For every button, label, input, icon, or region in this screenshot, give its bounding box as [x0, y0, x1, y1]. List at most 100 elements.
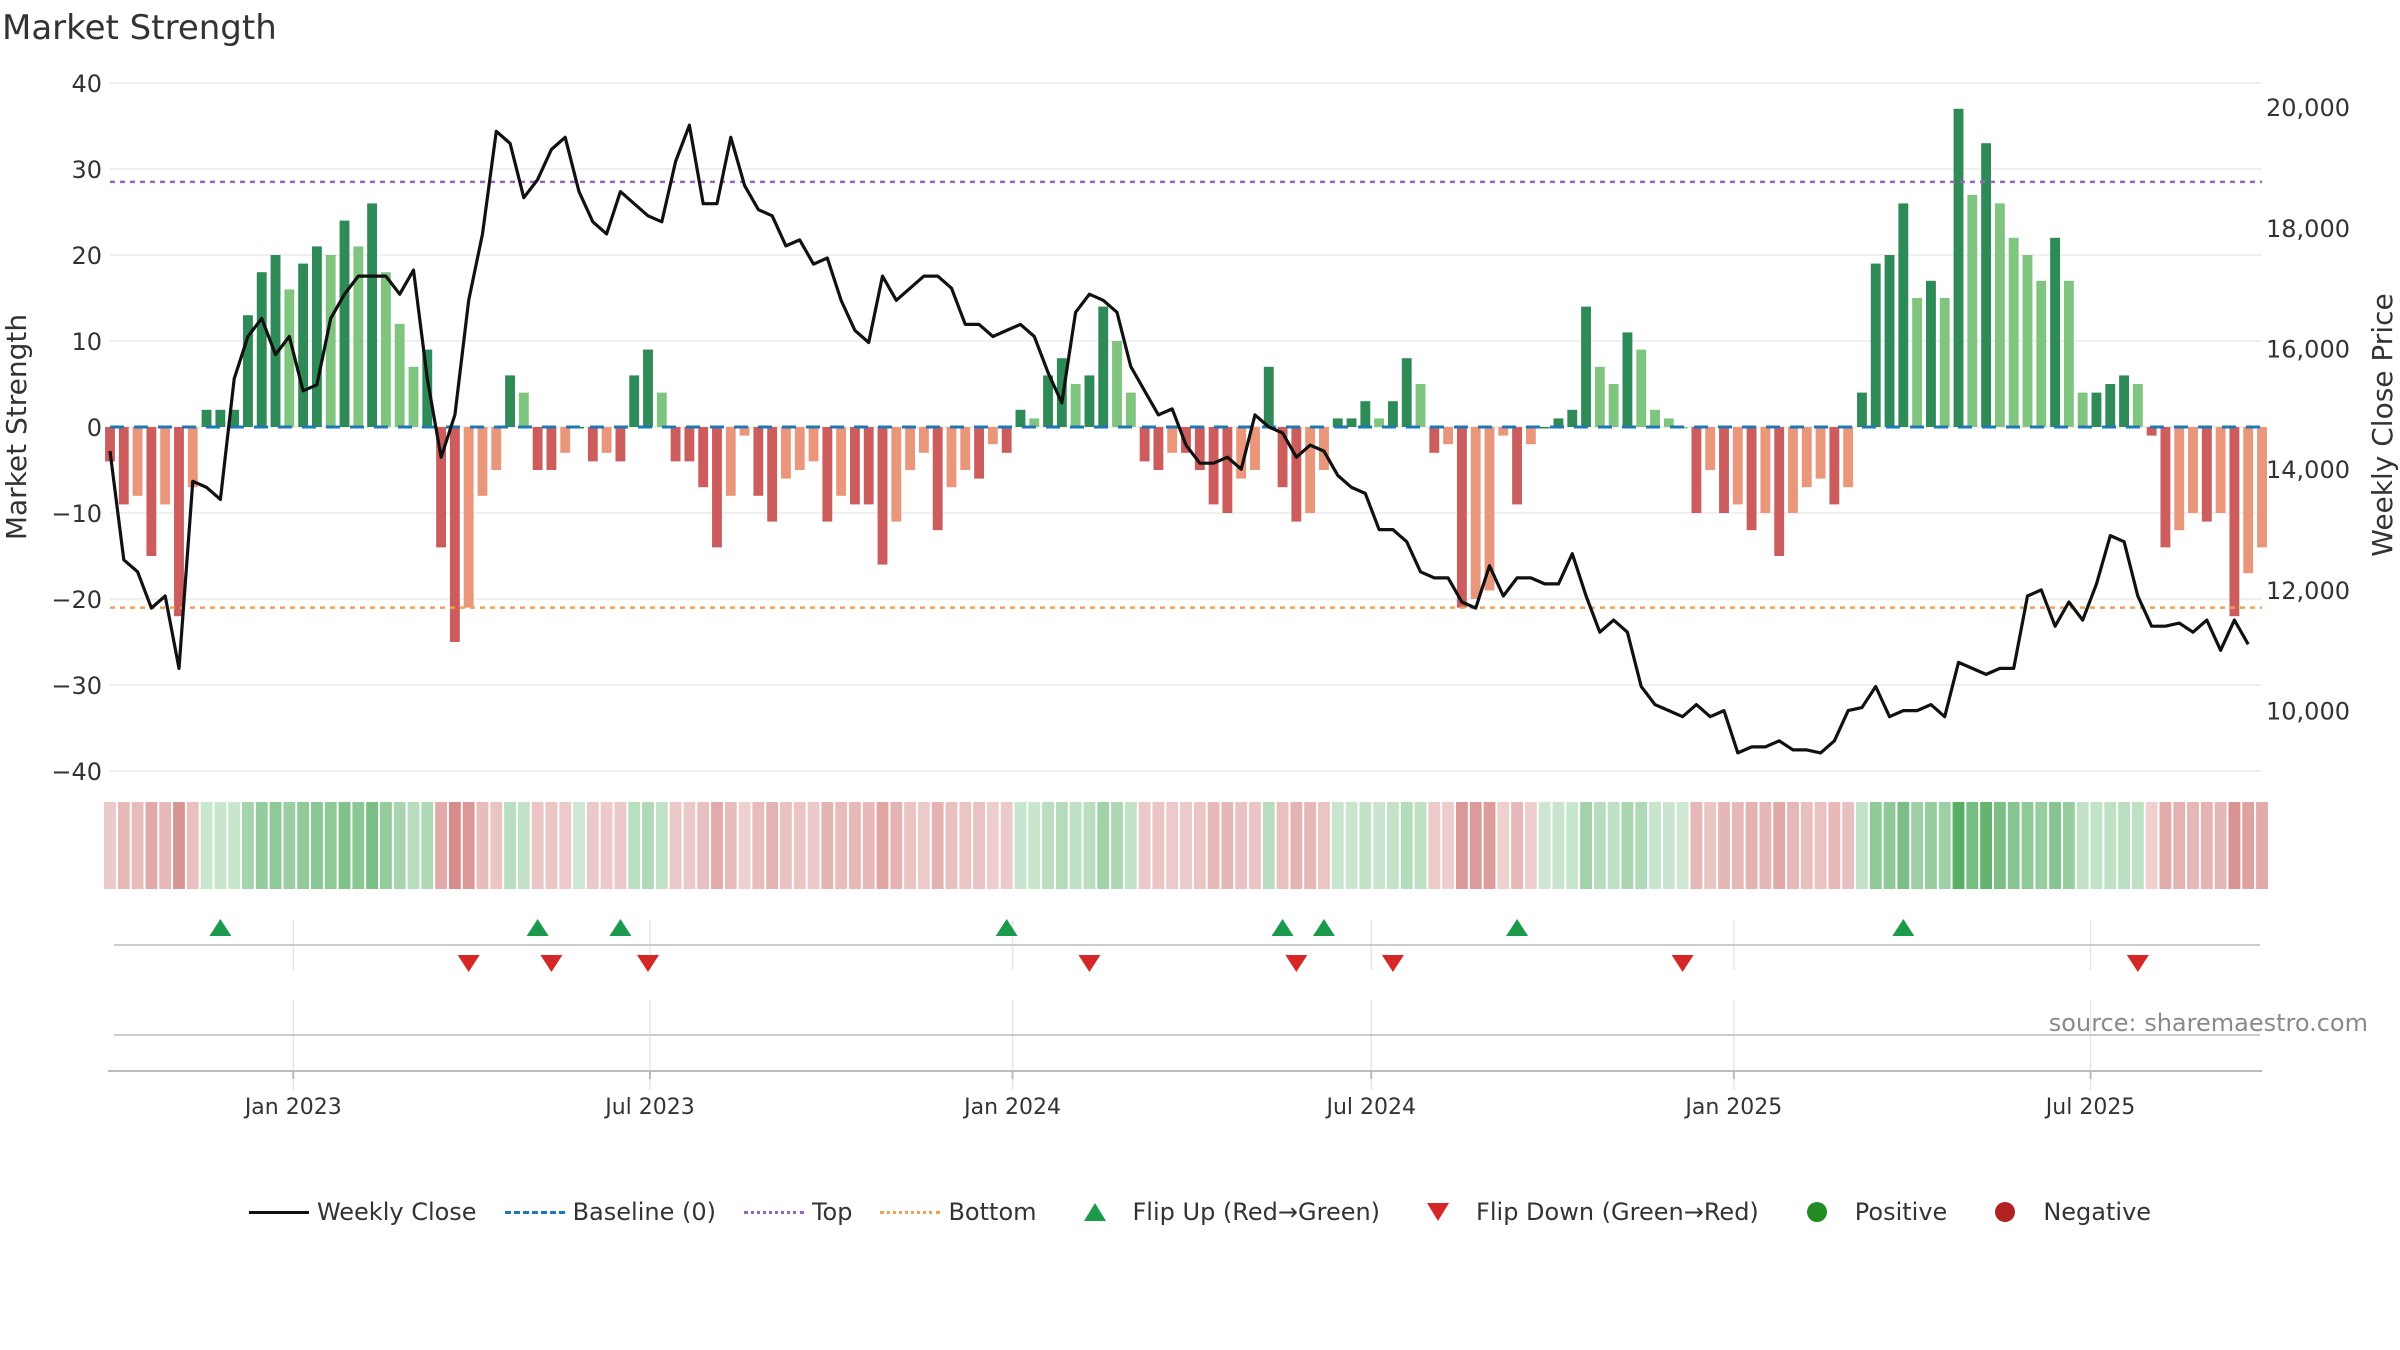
strength-bar: [1732, 427, 1743, 505]
strength-band-cell: [862, 802, 875, 889]
strength-band-cell: [1566, 802, 1579, 889]
strength-band-cell: [545, 802, 558, 889]
strength-bar: [1470, 427, 1481, 599]
strength-bar: [2174, 427, 2185, 531]
strength-bar: [1277, 427, 1288, 488]
strength-band-cell: [1842, 802, 1855, 889]
x-tick-label: Jan 2024: [962, 1095, 1061, 1120]
strength-band-cell: [2049, 802, 2062, 889]
strength-bar: [1622, 332, 1633, 427]
strength-bar: [987, 427, 998, 445]
y-tick-label: −30: [51, 672, 102, 700]
y-axis-title: Market Strength: [0, 314, 33, 540]
strength-bar: [2077, 392, 2088, 427]
strength-band-cell: [1552, 802, 1565, 889]
strength-bar: [1553, 418, 1564, 427]
strength-bar: [1029, 418, 1040, 427]
strength-band-cell: [1331, 802, 1344, 889]
strength-band-cell: [697, 802, 710, 889]
strength-bar: [615, 427, 626, 462]
gridlines: [108, 82, 2262, 1090]
strength-bar: [684, 427, 695, 462]
strength-band-cell: [242, 802, 254, 889]
strength-bar: [1981, 143, 1992, 427]
strength-band-cell: [2035, 802, 2048, 889]
strength-bar: [822, 427, 833, 522]
strength-band-cell: [1166, 802, 1179, 889]
strength-bar: [587, 427, 598, 462]
strength-bar: [2022, 255, 2033, 427]
strength-bar: [1429, 427, 1440, 453]
legend-baseline: Baseline (0): [504, 1198, 716, 1226]
strength-band-cell: [2187, 802, 2199, 889]
strength-bar: [463, 427, 474, 608]
strength-bar: [1346, 418, 1357, 427]
strength-band-cell: [476, 802, 489, 889]
axes: 40 30 20 10 0 −10 −20 −30 −40 20,000 18,000 16,000 1…: [0, 70, 2399, 1120]
strength-band-cell: [807, 802, 820, 889]
strength-bar: [670, 427, 681, 462]
legend-weekly-close: Weekly Close: [248, 1198, 477, 1226]
strength-bar: [118, 427, 129, 505]
strength-band-cell: [738, 802, 751, 889]
strength-band-cell: [2076, 802, 2089, 889]
strength-band-cell: [1097, 802, 1110, 889]
strength-band-cell: [421, 802, 434, 889]
strength-bar: [739, 427, 750, 436]
strength-band-cell: [1249, 802, 1261, 889]
strength-bar: [298, 263, 309, 427]
strength-band-cell: [1345, 802, 1358, 889]
strength-band-cell: [600, 802, 613, 889]
strength-band-cell: [283, 802, 296, 889]
legend-label: Weekly Close: [316, 1198, 477, 1226]
strength-band-cell: [1318, 802, 1330, 889]
strength-band-cell: [2090, 802, 2103, 889]
strength-band-cell: [1952, 802, 1965, 889]
strength-bar: [243, 315, 253, 427]
strength-bar: [960, 427, 971, 470]
strength-band-cell: [352, 802, 365, 889]
strength-bar: [2063, 280, 2074, 427]
y-tick-label: −40: [51, 758, 102, 786]
strength-bar: [2229, 427, 2240, 617]
strength-band-cell: [1690, 802, 1703, 889]
strength-band-cell: [269, 802, 282, 889]
strength-band-cell: [1993, 802, 2006, 889]
strength-bar: [1332, 418, 1343, 427]
strength-band-cell: [1800, 802, 1813, 889]
strength-band-cell: [1745, 802, 1758, 889]
strength-bar: [918, 427, 929, 453]
strength-band-cell: [835, 802, 848, 889]
strength-bar: [1815, 427, 1826, 479]
strength-band-cell: [1469, 802, 1482, 889]
strength-band-cell: [1773, 802, 1786, 889]
y-right-tick-label: 18,000: [2266, 215, 2350, 243]
y-right-axis-title: Weekly Close Price: [2366, 293, 2399, 556]
strength-band-cell: [1083, 802, 1096, 889]
strength-bar: [1801, 427, 1812, 488]
strength-band-cell: [1731, 802, 1744, 889]
strength-bar: [1760, 427, 1771, 513]
strength-bar: [1401, 358, 1412, 427]
strength-band-cell: [200, 802, 213, 889]
strength-band-cell: [1649, 802, 1661, 889]
strength-band-cell: [1028, 802, 1041, 889]
strength-bar: [1857, 392, 1867, 427]
strength-bar: [2036, 280, 2047, 427]
strength-band-cell: [1635, 802, 1648, 889]
strength-bar: [2091, 392, 2102, 427]
strength-band-cell: [1055, 802, 1068, 889]
strength-bar: [532, 427, 543, 470]
circle-icon: [1787, 1198, 1847, 1226]
strength-bar: [1539, 427, 1550, 429]
strength-bar: [725, 427, 736, 496]
strength-bar: [1291, 427, 1302, 522]
strength-bar: [1581, 306, 1591, 427]
strength-bar: [380, 272, 391, 427]
strength-band-cell: [1386, 802, 1399, 889]
strength-bar: [1374, 418, 1385, 427]
strength-band-cell: [614, 802, 627, 889]
strength-bar: [353, 246, 364, 427]
strength-band-cell: [1938, 802, 1951, 889]
reference-lines: [110, 180, 2262, 609]
